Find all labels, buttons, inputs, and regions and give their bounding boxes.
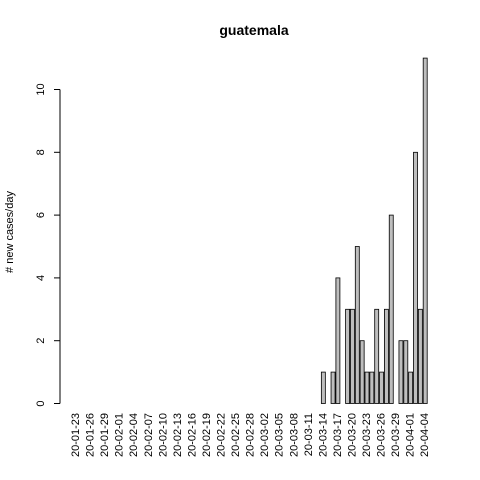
x-tick-label: 20-02-25 (230, 413, 242, 457)
x-tick-label: 20-03-20 (346, 413, 358, 457)
bar (354, 246, 360, 404)
bar (345, 308, 351, 404)
bar (364, 371, 370, 404)
bar (398, 340, 404, 404)
bar (320, 371, 326, 404)
chart-title: guatemala (219, 22, 288, 38)
x-tick-label: 20-01-23 (70, 413, 82, 457)
bar (335, 277, 341, 404)
bar (369, 371, 375, 404)
x-tick-label: 20-02-22 (216, 413, 228, 457)
y-tick-label: 2 (35, 338, 47, 344)
x-tick-label: 20-02-04 (128, 413, 140, 457)
y-tick-label: 10 (35, 83, 47, 95)
x-tick-label: 20-03-05 (274, 413, 286, 457)
x-tick-label: 20-02-16 (186, 413, 198, 457)
bar (330, 371, 336, 404)
y-tick-label: 4 (35, 275, 47, 281)
x-tick-label: 20-03-14 (317, 413, 329, 457)
bar (422, 57, 428, 404)
bar (379, 371, 384, 404)
bar (359, 340, 365, 404)
x-tick-labels: 20-01-23 20-01-26 20-01-29 20-02-01 20-02-04… (70, 413, 431, 457)
x-tick-label: 20-03-26 (376, 413, 388, 457)
x-tick-label: 20-03-11 (303, 413, 315, 456)
x-tick-label: 20-01-29 (99, 413, 111, 457)
y-tick-label: 8 (35, 149, 47, 155)
bar (383, 308, 389, 404)
bar (413, 151, 418, 404)
y-axis: 0 2 4 6 8 10 (35, 83, 61, 407)
x-tick-label: 20-04-04 (419, 413, 431, 457)
y-tick-label: 6 (35, 212, 47, 218)
x-tick-label: 20-02-13 (172, 413, 184, 457)
bar (417, 308, 423, 404)
bar (403, 340, 409, 404)
x-tick-label: 20-02-28 (245, 413, 257, 457)
bar (388, 214, 394, 404)
x-tick-label: 20-03-29 (390, 413, 402, 457)
x-tick-label: 20-02-07 (143, 413, 155, 457)
y-axis-label: # new cases/day (4, 191, 16, 273)
bar (350, 308, 355, 404)
bar (408, 371, 414, 404)
bar (374, 308, 380, 404)
y-tick-label: 0 (35, 400, 47, 406)
x-tick-label: 20-03-02 (259, 413, 271, 457)
x-tick-label: 20-03-17 (332, 413, 344, 457)
x-tick-label: 20-02-10 (157, 413, 169, 457)
x-tick-label: 20-02-01 (114, 413, 126, 457)
x-tick-label: 20-04-01 (405, 413, 417, 457)
x-tick-label: 20-01-26 (85, 413, 97, 457)
x-tick-label: 20-03-08 (288, 413, 300, 457)
x-tick-label: 20-02-19 (201, 413, 213, 457)
bars (320, 57, 428, 404)
x-tick-label: 20-03-23 (361, 413, 373, 457)
